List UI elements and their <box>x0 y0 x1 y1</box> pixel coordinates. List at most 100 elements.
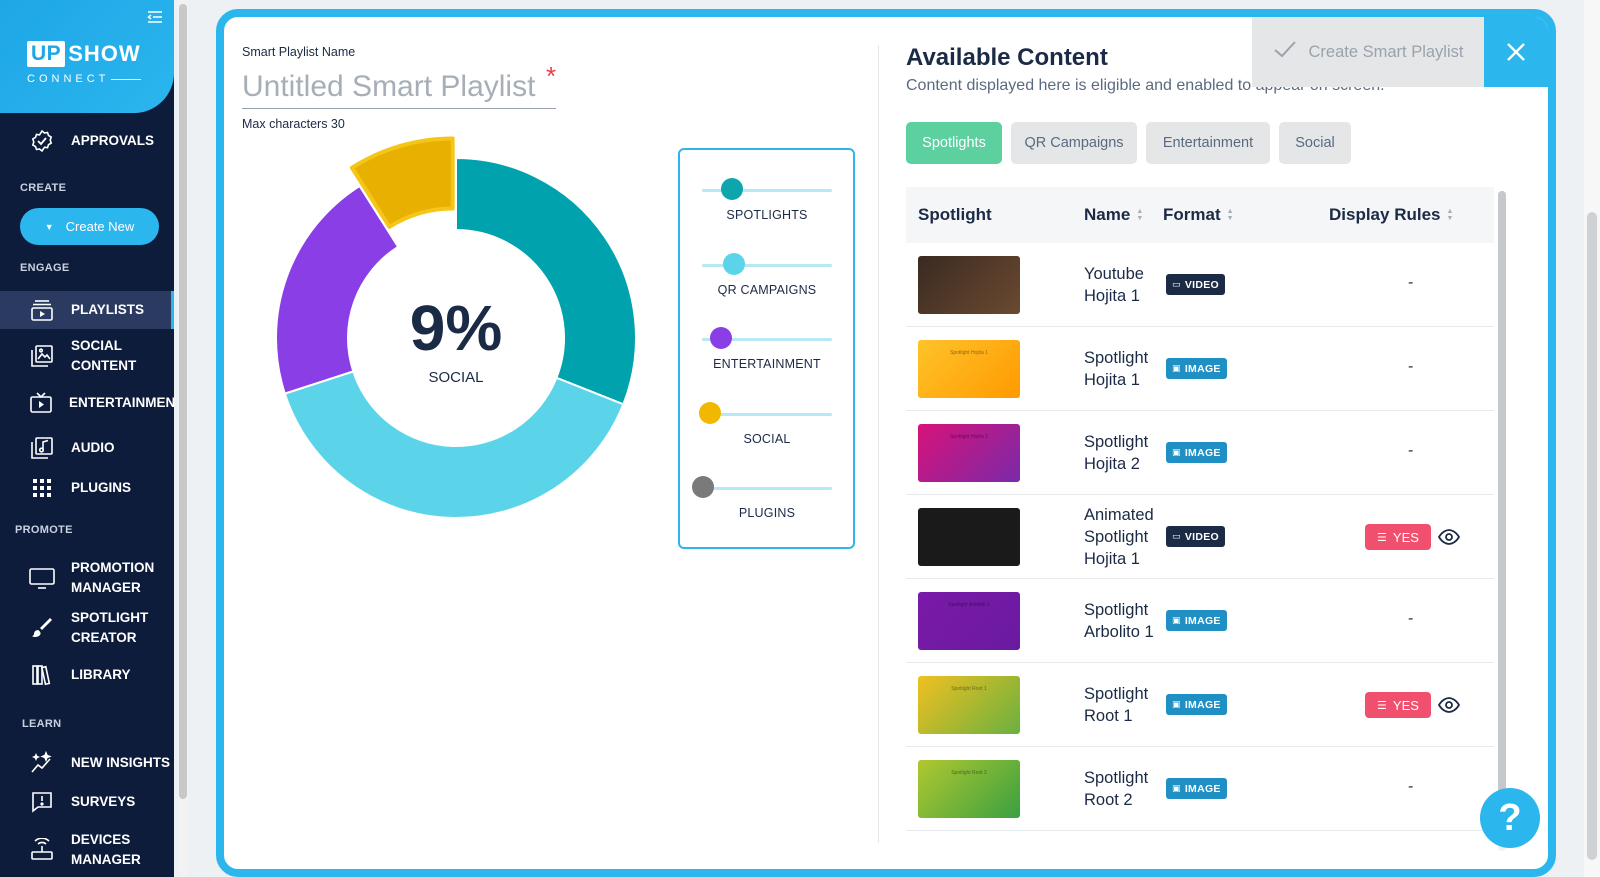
page-scrollbar-thumb[interactable] <box>1587 212 1597 860</box>
slider-label: SOCIAL <box>743 432 791 446</box>
sidebar-item-audio[interactable]: AUDIO <box>0 433 174 463</box>
content-mix-donut-chart[interactable]: 9% SOCIAL <box>270 130 642 530</box>
slider-knob[interactable] <box>723 253 746 275</box>
table-row[interactable]: Spotlight Root 1 Spotlight Root 1 ▣ IMAGE ☰ YE… <box>906 663 1494 747</box>
row-name-line: Root 2 <box>1084 791 1133 809</box>
row-name-line: Hojita 1 <box>1084 287 1140 305</box>
slider-track[interactable] <box>702 264 832 267</box>
slider-knob[interactable] <box>720 178 743 200</box>
donut-segment-qr-campaigns[interactable] <box>283 370 625 519</box>
spotlight-thumbnail[interactable]: Spotlight Root 1 <box>918 676 1020 734</box>
display-rules-badge[interactable]: ☰ YES <box>1365 524 1431 550</box>
donut-segment-social[interactable] <box>349 136 455 229</box>
collapse-sidebar-icon[interactable] <box>146 10 164 24</box>
table-scrollbar[interactable] <box>1498 191 1506 851</box>
tab-qr-campaigns[interactable]: QR Campaigns <box>1011 122 1137 164</box>
table-scrollbar-thumb[interactable] <box>1498 191 1506 811</box>
table-row[interactable]: Spotlight Hojita 2 Spotlight Hojita 2 ▣ IMAG… <box>906 411 1494 495</box>
sidebar-item-label: DEVICES MANAGER <box>71 832 141 867</box>
tab-spotlights[interactable]: Spotlights <box>906 122 1002 164</box>
thumbnail-caption: Spotlight Root 1 <box>951 686 987 692</box>
spotlight-thumbnail[interactable]: Spotlight Hojita 2 <box>918 424 1020 482</box>
upshow-logo[interactable]: UP SHOW CONNECT <box>27 41 141 85</box>
column-label: Spotlight <box>918 205 992 224</box>
sidebar-item-plugins[interactable]: PLUGINS <box>0 473 174 503</box>
display-rules-empty: - <box>1408 358 1414 375</box>
slider-knob[interactable] <box>692 476 714 498</box>
content-table: Spotlight Name ▲ ▼ Format ▲ ▼ Display Rules ▲… <box>906 187 1494 831</box>
spotlight-thumbnail[interactable]: Spotlight Root 2 <box>918 760 1020 818</box>
eye-icon[interactable] <box>1438 694 1460 716</box>
slider-track[interactable] <box>702 189 832 192</box>
thumbnail-caption: Spotlight Root 2 <box>951 770 987 776</box>
sidebar-scrollbar[interactable] <box>178 0 188 877</box>
spotlight-thumbnail[interactable]: Spotlight Arbolito 1 <box>918 592 1020 650</box>
table-row[interactable]: Spotlight Hojita 1 Spotlight Hojita 1 ▣ IMAG… <box>906 327 1494 411</box>
table-row[interactable]: Spotlight Root 2 Spotlight Root 2 ▣ IMAGE - <box>906 747 1494 831</box>
row-name-line: Hojita 1 <box>1084 371 1140 389</box>
modal-actions: Create Smart Playlist <box>1252 17 1548 87</box>
spotlight-thumbnail[interactable] <box>918 508 1020 566</box>
sidebar-item-playlists[interactable]: PLAYLISTS <box>0 291 174 329</box>
sidebar-item-approvals[interactable]: APPROVALS <box>0 126 174 156</box>
column-label: Name <box>1084 205 1131 224</box>
tab-entertainment[interactable]: Entertainment <box>1146 122 1270 164</box>
sidebar-scrollbar-thumb[interactable] <box>179 4 187 799</box>
spotlight-thumbnail[interactable]: Spotlight Hojita 1 <box>918 340 1020 398</box>
column-format[interactable]: Format ▲ ▼ <box>1163 205 1234 225</box>
slider-track[interactable] <box>702 338 832 341</box>
sort-icon[interactable]: ▲ ▼ <box>1446 208 1454 222</box>
donut-segment-spotlights[interactable] <box>455 157 637 406</box>
sidebar-item-entertainment[interactable]: ENTERTAINMENT <box>0 388 174 418</box>
create-new-button[interactable]: ▼ Create New <box>20 208 159 245</box>
sidebar-item-new-insights[interactable]: NEW INSIGHTS <box>0 748 174 778</box>
column-name[interactable]: Name ▲ ▼ <box>1084 205 1143 225</box>
sidebar-item-label: LIBRARY <box>71 667 131 682</box>
slider-track[interactable] <box>702 487 832 490</box>
playlist-name-label: Smart Playlist Name <box>242 45 356 59</box>
slider-label: ENTERTAINMENT <box>713 357 821 371</box>
tab-social[interactable]: Social <box>1279 122 1351 164</box>
create-smart-playlist-button[interactable]: Create Smart Playlist <box>1252 17 1484 87</box>
playlist-name-input[interactable] <box>242 65 556 109</box>
close-button[interactable] <box>1484 17 1548 87</box>
sort-icon[interactable]: ▲ ▼ <box>1136 208 1144 222</box>
sidebar-item-surveys[interactable]: SURVEYS <box>0 787 174 817</box>
page-scrollbar[interactable] <box>1584 0 1600 877</box>
sidebar-item-social-content[interactable]: SOCIAL CONTENT <box>0 336 174 376</box>
section-create: CREATE <box>20 182 67 194</box>
table-row[interactable]: Spotlight Arbolito 1 Spotlight Arbolito 1 ▣… <box>906 579 1494 663</box>
display-rules-label: YES <box>1392 529 1419 545</box>
slider-knob[interactable] <box>710 327 733 349</box>
donut-segment-entertainment[interactable] <box>275 185 400 395</box>
slider-track[interactable] <box>702 413 832 416</box>
chat-alert-icon <box>29 789 55 815</box>
checklist-icon: ☰ <box>1377 699 1387 712</box>
table-row[interactable]: Youtube Hojita 1 ▭ VIDEO - <box>906 243 1494 327</box>
video-camera-icon: ▭ <box>1172 531 1181 541</box>
table-row[interactable]: Animated Spotlight Hojita 1 ▭ VIDEO ☰ YES <box>906 495 1494 579</box>
help-button[interactable]: ? <box>1480 788 1540 848</box>
sidebar-item-promotion-manager[interactable]: PROMOTION MANAGER <box>0 558 174 598</box>
required-indicator: * <box>546 61 557 91</box>
sidebar-item-label: PROMOTION MANAGER <box>71 560 155 595</box>
sidebar-item-devices-manager[interactable]: DEVICES MANAGER <box>0 830 174 870</box>
smart-playlist-modal: Smart Playlist Name * Max characters 30 … <box>216 9 1556 877</box>
sidebar-item-label: SPOTLIGHT CREATOR <box>71 610 149 645</box>
slider-knob[interactable] <box>698 402 721 424</box>
eye-icon[interactable] <box>1438 526 1460 548</box>
sidebar-item-label: AUDIO <box>71 440 115 455</box>
sidebar-item-spotlight-creator[interactable]: SPOTLIGHT CREATOR <box>0 608 174 648</box>
slider-label: QR CAMPAIGNS <box>717 283 817 297</box>
sort-icon[interactable]: ▲ ▼ <box>1226 208 1234 222</box>
playlist-icon <box>29 297 55 323</box>
format-badge: ▣ IMAGE <box>1166 694 1227 715</box>
row-name: Spotlight Root 2 <box>1084 767 1148 811</box>
tab-label: Spotlights <box>922 135 986 151</box>
format-label: IMAGE <box>1184 698 1221 711</box>
display-rules-badge[interactable]: ☰ YES <box>1365 692 1431 718</box>
slider-label: PLUGINS <box>738 506 796 520</box>
column-display-rules[interactable]: Display Rules ▲ ▼ <box>1329 205 1453 225</box>
spotlight-thumbnail[interactable] <box>918 256 1020 314</box>
sidebar-item-library[interactable]: LIBRARY <box>0 660 174 690</box>
